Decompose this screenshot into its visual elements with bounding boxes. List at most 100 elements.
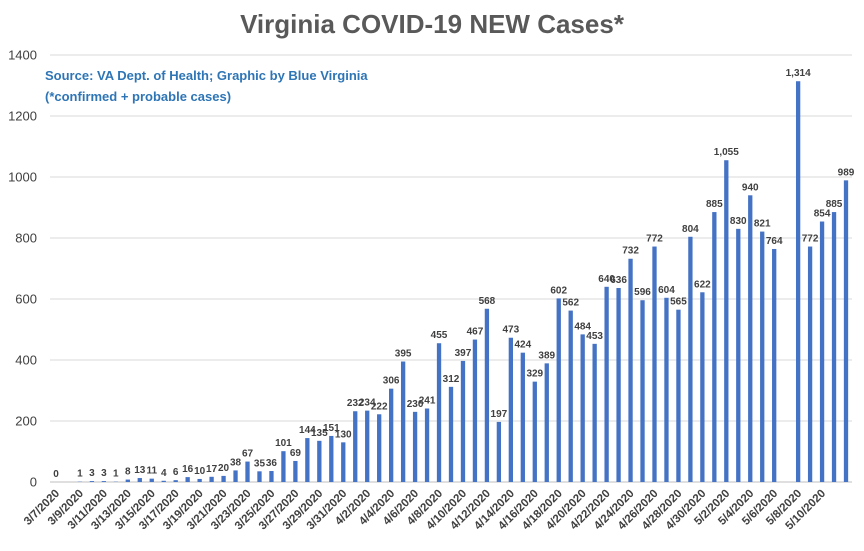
bar: [807, 246, 813, 482]
bar: [353, 411, 358, 482]
bar: [616, 288, 621, 482]
bar: [532, 381, 537, 482]
data-label: 732: [622, 246, 639, 257]
x-axis-ticks: 3/7/20203/9/20203/11/20203/13/20203/15/2…: [22, 488, 828, 533]
data-label: 1: [77, 469, 83, 480]
data-label: 473: [503, 325, 520, 336]
data-label: 1,055: [714, 147, 739, 158]
bar: [197, 478, 202, 482]
bar: [496, 421, 502, 482]
y-tick-label: 200: [15, 414, 37, 429]
bar: [305, 438, 310, 482]
bar: [568, 310, 573, 482]
data-label: 397: [455, 348, 472, 359]
bar: [281, 451, 286, 482]
data-label: 241: [419, 396, 436, 407]
bar: [412, 411, 418, 482]
bar: [161, 480, 166, 482]
data-label: 484: [574, 321, 591, 332]
bar: [795, 81, 801, 482]
data-label: 13: [134, 465, 146, 476]
bar: [580, 334, 585, 482]
data-label: 130: [335, 429, 352, 440]
bar: [700, 292, 705, 482]
bar: [173, 480, 178, 482]
bar: [664, 297, 669, 482]
bar: [329, 435, 334, 482]
bar: [819, 221, 825, 482]
data-label: 67: [242, 449, 254, 460]
bar: [317, 440, 322, 482]
data-label: 17: [206, 464, 218, 475]
data-label: 222: [371, 401, 388, 412]
y-tick-label: 1200: [8, 109, 37, 124]
bar: [89, 481, 95, 482]
bar: [604, 286, 609, 482]
data-label: 1: [113, 469, 119, 480]
bar: [640, 300, 645, 482]
data-label: 640: [598, 274, 615, 285]
data-label: 467: [467, 327, 484, 338]
bar: [628, 258, 633, 482]
bar: [688, 236, 693, 482]
bar: [520, 352, 525, 482]
data-label: 101: [275, 438, 292, 449]
data-label: 4: [161, 468, 167, 479]
data-label: 455: [431, 330, 448, 341]
data-label: 989: [838, 167, 855, 178]
bar: [137, 478, 142, 482]
data-label: 772: [802, 234, 819, 245]
bar: [508, 337, 513, 482]
data-label: 604: [658, 285, 675, 296]
bar: [544, 363, 549, 482]
bar: [484, 308, 490, 482]
data-label: 329: [526, 369, 543, 380]
data-label: 11: [146, 466, 157, 477]
data-label: 562: [562, 298, 579, 309]
data-label: 453: [586, 331, 603, 342]
bar: [436, 343, 442, 482]
data-label: 8: [125, 467, 131, 478]
bar: [736, 228, 741, 482]
bar: [389, 388, 394, 482]
y-tick-label: 800: [15, 231, 37, 246]
data-label: 232: [347, 398, 364, 409]
bar: [460, 360, 466, 482]
source-annotation: Source: VA Dept. of Health; Graphic by B…: [45, 68, 368, 83]
data-label: 3: [101, 468, 107, 479]
bar: [843, 180, 849, 483]
data-label: 1,314: [786, 68, 811, 79]
bar: [209, 476, 214, 482]
data-label: 10: [194, 466, 206, 477]
bar: [831, 212, 837, 482]
y-tick-label: 1400: [8, 48, 37, 63]
data-label: 622: [694, 279, 711, 290]
data-label: 38: [230, 457, 242, 468]
data-label: 602: [550, 285, 567, 296]
y-tick-label: 0: [30, 475, 37, 490]
bar: [424, 408, 430, 482]
y-tick-label: 400: [15, 353, 37, 368]
data-label: 16: [182, 464, 194, 475]
y-tick-label: 1000: [8, 170, 37, 185]
data-label: 821: [754, 219, 771, 230]
bar: [556, 298, 561, 482]
data-label: 306: [383, 376, 400, 387]
data-label: 854: [814, 209, 831, 220]
bar: [365, 410, 370, 482]
bars: [77, 81, 849, 483]
bar: [185, 477, 190, 482]
bar: [377, 414, 382, 482]
data-label: 596: [634, 287, 651, 298]
data-label: 636: [610, 275, 627, 286]
bar: [257, 471, 262, 482]
y-axis-ticks: 0 200 400 600 800 1000 1200 1400: [8, 48, 37, 490]
bar: [400, 361, 406, 482]
bar: [101, 481, 107, 482]
y-tick-label: 600: [15, 292, 37, 307]
data-label: 36: [266, 458, 278, 469]
bar: [293, 460, 298, 482]
bar: [724, 160, 729, 483]
data-label: 230: [407, 399, 424, 410]
